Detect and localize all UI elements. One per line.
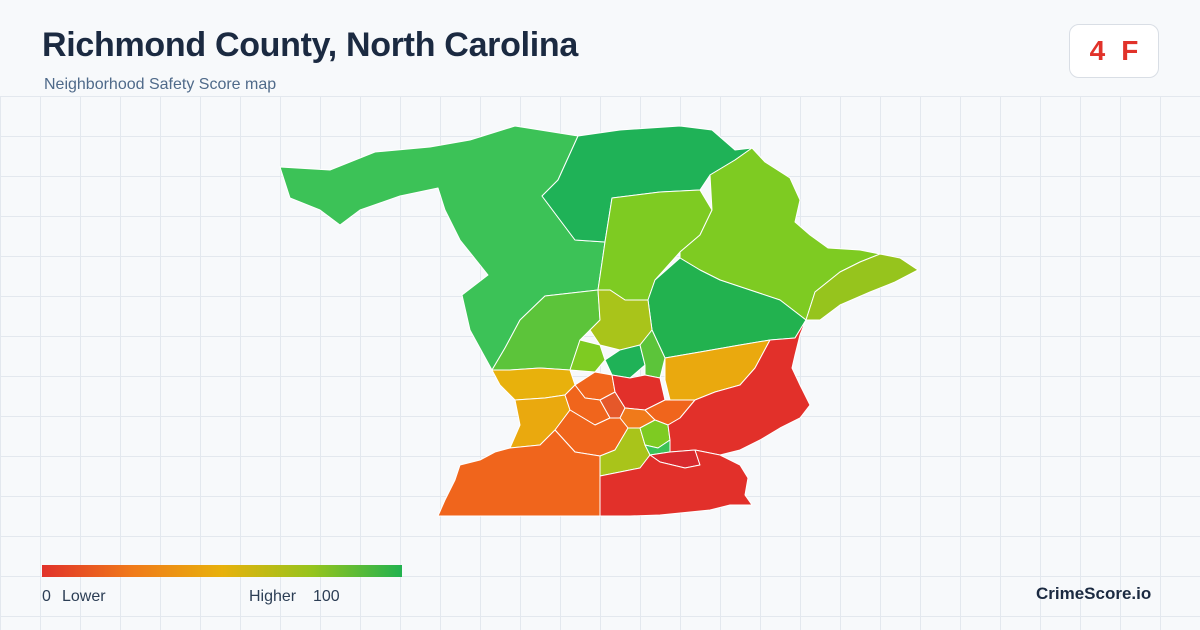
- map-region[interactable]: [541, 125, 753, 243]
- map-region[interactable]: [569, 339, 606, 373]
- page-subtitle: Neighborhood Safety Score map: [44, 76, 277, 93]
- safety-score-value: 4: [1089, 35, 1106, 66]
- safety-score-badge: 4 F: [1069, 24, 1159, 78]
- map-region[interactable]: [604, 344, 646, 379]
- brand-logo-text[interactable]: CrimeScore.io: [1036, 584, 1152, 603]
- map-region[interactable]: [805, 253, 919, 321]
- safety-grade: F: [1121, 35, 1139, 66]
- map-region[interactable]: [437, 429, 601, 517]
- map-region[interactable]: [599, 449, 753, 517]
- legend-min-value: 0: [42, 588, 51, 605]
- legend-max-value: 100: [313, 588, 340, 605]
- header: Richmond County, North Carolina Neighbor…: [0, 0, 1200, 96]
- legend-max-label: Higher: [249, 588, 297, 605]
- legend-gradient-bar: [42, 565, 402, 577]
- page-title: Richmond County, North Carolina: [42, 26, 578, 64]
- legend-min-label: Lower: [62, 588, 106, 605]
- map-region[interactable]: [667, 319, 811, 456]
